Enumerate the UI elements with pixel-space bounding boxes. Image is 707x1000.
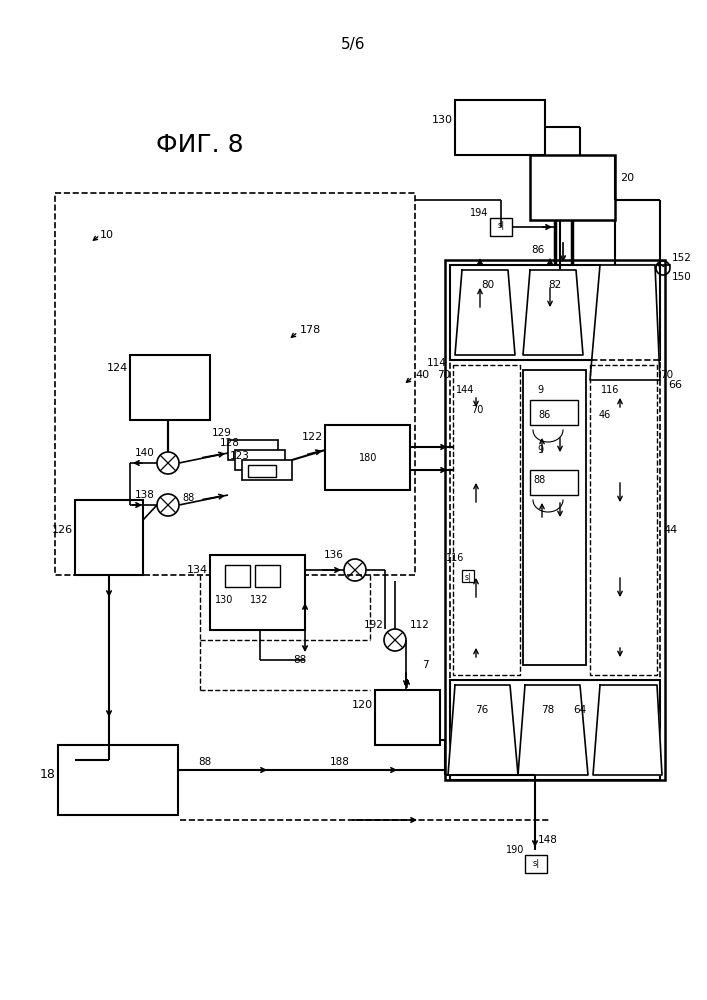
Text: ФИГ. 8: ФИГ. 8 <box>156 133 244 157</box>
Bar <box>455 100 545 155</box>
Text: 88: 88 <box>182 493 194 503</box>
Bar <box>255 565 280 587</box>
Polygon shape <box>518 685 588 775</box>
Polygon shape <box>590 265 660 380</box>
Text: 126: 126 <box>52 525 73 535</box>
Text: 18: 18 <box>40 768 56 782</box>
Text: 144: 144 <box>456 385 474 395</box>
Text: 76: 76 <box>475 705 489 715</box>
Text: 9: 9 <box>537 445 543 455</box>
Text: 129: 129 <box>212 428 232 438</box>
Text: 9: 9 <box>537 385 543 395</box>
Text: 78: 78 <box>542 705 554 715</box>
Bar <box>210 555 305 630</box>
Bar <box>130 355 210 420</box>
Text: 70: 70 <box>660 370 673 380</box>
Text: 148: 148 <box>538 835 558 845</box>
Text: 44: 44 <box>663 525 677 535</box>
Text: 120: 120 <box>352 700 373 710</box>
Text: 64: 64 <box>573 705 587 715</box>
Text: 190: 190 <box>506 845 524 855</box>
Text: s|: s| <box>532 859 539 868</box>
Bar <box>490 218 512 236</box>
Text: 123: 123 <box>230 451 250 461</box>
Text: 152: 152 <box>672 253 692 263</box>
Text: 122: 122 <box>302 432 323 442</box>
Text: 188: 188 <box>330 757 350 767</box>
Text: 86: 86 <box>532 245 545 255</box>
Bar <box>530 155 615 220</box>
Text: 136: 136 <box>324 550 344 560</box>
Text: 132: 132 <box>250 595 269 605</box>
Bar <box>525 855 547 873</box>
Bar <box>445 260 665 780</box>
Text: 194: 194 <box>469 208 488 218</box>
Bar <box>248 465 276 477</box>
Bar <box>530 470 578 495</box>
Text: 192: 192 <box>364 620 384 630</box>
Bar <box>462 570 474 582</box>
Bar <box>58 745 178 815</box>
Text: 180: 180 <box>359 453 378 463</box>
Text: 116: 116 <box>601 385 619 395</box>
Bar <box>450 680 660 780</box>
Polygon shape <box>523 270 583 355</box>
Text: 5/6: 5/6 <box>341 37 366 52</box>
Text: 40: 40 <box>415 370 429 380</box>
Text: 116: 116 <box>446 553 464 563</box>
Text: 70: 70 <box>471 405 483 415</box>
Text: 82: 82 <box>549 280 561 290</box>
Text: 150: 150 <box>672 272 691 282</box>
Text: 128: 128 <box>220 438 240 448</box>
Bar <box>242 460 292 480</box>
Bar <box>450 265 660 360</box>
Text: 112: 112 <box>410 620 430 630</box>
Text: 86: 86 <box>539 410 551 420</box>
Text: 130: 130 <box>432 115 453 125</box>
Text: s|: s| <box>498 222 505 231</box>
Bar <box>325 425 410 490</box>
Text: 88: 88 <box>293 655 307 665</box>
Text: 138: 138 <box>135 490 155 500</box>
Text: 7: 7 <box>421 660 428 670</box>
Polygon shape <box>593 685 662 775</box>
Bar <box>75 500 143 575</box>
Text: 134: 134 <box>187 565 208 575</box>
Bar <box>530 400 578 425</box>
Text: 130: 130 <box>215 595 233 605</box>
Bar <box>225 565 250 587</box>
Text: 88: 88 <box>534 475 546 485</box>
Polygon shape <box>448 685 518 775</box>
Bar <box>523 370 586 665</box>
Text: 46: 46 <box>599 410 611 420</box>
Text: 20: 20 <box>620 173 634 183</box>
Text: s|: s| <box>464 572 472 582</box>
Text: 80: 80 <box>481 280 495 290</box>
Bar <box>228 440 278 460</box>
Text: 124: 124 <box>107 363 128 373</box>
Polygon shape <box>455 270 515 355</box>
Text: 88: 88 <box>199 757 211 767</box>
Text: 66: 66 <box>668 380 682 390</box>
Text: 114: 114 <box>427 358 447 368</box>
Text: 10: 10 <box>100 230 114 240</box>
Bar <box>375 690 440 745</box>
Text: 178: 178 <box>300 325 321 335</box>
Text: 70: 70 <box>437 370 450 380</box>
Bar <box>235 450 285 470</box>
Text: 140: 140 <box>135 448 155 458</box>
